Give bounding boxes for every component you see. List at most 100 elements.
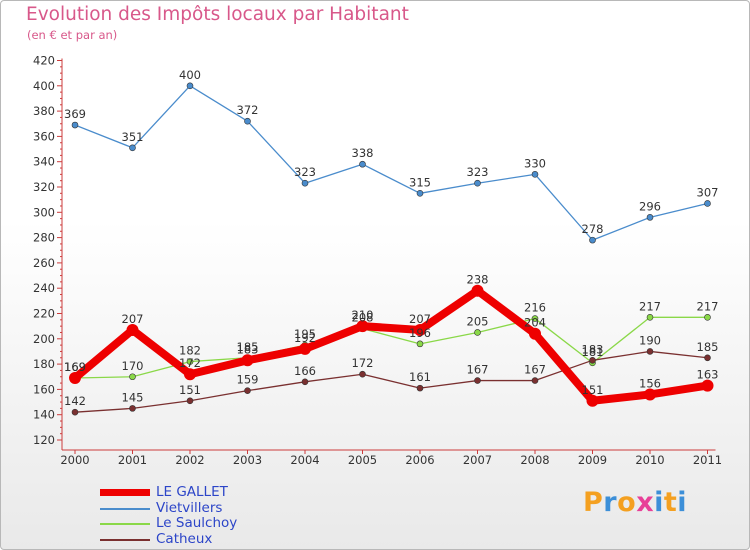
data-point-le-gallet xyxy=(184,368,196,381)
data-label-le-gallet: 183 xyxy=(237,342,259,356)
y-tick-label: 200 xyxy=(33,332,55,346)
data-label-catheux: 159 xyxy=(237,373,259,387)
legend-label: LE GALLET xyxy=(156,484,228,500)
data-point-le-gallet xyxy=(644,388,656,401)
data-point-catheux xyxy=(416,384,424,392)
x-tick-label: 2010 xyxy=(635,453,664,467)
data-point-vietvillers xyxy=(359,160,366,168)
axes: 120 140 160 180 200 220 240 260 280 300 320 340 360 3… xyxy=(33,54,722,468)
data-point-vietvillers xyxy=(474,179,481,187)
data-label-le-gallet: 210 xyxy=(352,308,374,322)
y-tick-label: 340 xyxy=(33,155,55,169)
series-line-le-gallet xyxy=(71,286,712,405)
data-point-vietvillers xyxy=(71,121,79,129)
data-label-vietvillers: 315 xyxy=(409,175,431,189)
y-tick-label: 160 xyxy=(33,382,55,396)
data-label-le-saulchoy: 195 xyxy=(294,327,316,341)
data-label-le-saulchoy: 196 xyxy=(409,326,431,340)
y-tick-label: 280 xyxy=(33,231,55,245)
data-label-le-gallet: 163 xyxy=(697,368,719,382)
data-label-le-gallet: 238 xyxy=(467,273,489,287)
data-point-le-gallet xyxy=(299,342,311,355)
y-tick-label: 240 xyxy=(33,281,55,295)
legend-label: Catheux xyxy=(156,530,213,547)
x-tick-label: 2006 xyxy=(405,453,434,467)
data-label-le-saulchoy: 217 xyxy=(639,299,661,313)
data-point-le-gallet xyxy=(356,320,369,333)
y-tick-label: 120 xyxy=(33,433,55,447)
y-tick-label: 380 xyxy=(33,104,55,118)
data-point-le-gallet xyxy=(126,323,139,336)
y-tick-label: 180 xyxy=(33,357,55,371)
data-point-vietvillers xyxy=(244,117,251,125)
data-point-le-gallet xyxy=(69,372,81,385)
data-point-le-gallet xyxy=(414,323,426,336)
data-label-vietvillers: 372 xyxy=(237,103,259,117)
data-point-catheux xyxy=(359,370,366,378)
data-label-catheux: 161 xyxy=(409,370,431,384)
data-point-le-saulchoy xyxy=(704,313,711,321)
data-label-catheux: 151 xyxy=(179,383,201,397)
y-tick-label: 300 xyxy=(33,205,55,219)
legend-label: Vietvillers xyxy=(156,499,223,516)
data-point-catheux xyxy=(704,354,711,362)
data-point-le-saulchoy xyxy=(531,315,539,322)
x-tick-label: 2007 xyxy=(463,453,492,467)
data-label-le-gallet: 204 xyxy=(524,316,546,330)
data-labels-layer: 369 351 400 372 323 338 315 323 330 278 296 307 169 1… xyxy=(64,68,718,408)
y-tick-label: 400 xyxy=(33,79,55,93)
data-point-vietvillers xyxy=(186,82,194,90)
data-label-vietvillers: 330 xyxy=(524,156,546,170)
proxiti-logo: Proxiti xyxy=(583,487,688,518)
x-tick-label: 2003 xyxy=(233,453,262,467)
chart-title: Evolution des Impôts locaux par Habitant xyxy=(26,4,409,25)
x-tick-label: 2001 xyxy=(118,453,147,467)
x-tick-label: 2002 xyxy=(175,453,204,467)
x-tick-label: 2004 xyxy=(290,453,319,467)
y-tick-label: 140 xyxy=(33,408,55,422)
data-label-vietvillers: 400 xyxy=(179,68,201,82)
series-line-vietvillers xyxy=(74,85,709,241)
data-label-le-saulchoy: 217 xyxy=(697,299,719,313)
data-point-le-gallet xyxy=(701,379,714,392)
data-label-catheux: 185 xyxy=(697,340,719,354)
data-point-vietvillers xyxy=(704,200,711,207)
data-point-catheux xyxy=(186,397,194,405)
data-label-le-saulchoy: 205 xyxy=(467,314,489,328)
data-label-catheux: 145 xyxy=(122,390,144,404)
data-point-vietvillers xyxy=(129,144,136,152)
data-label-le-saulchoy: 216 xyxy=(524,301,546,315)
data-label-vietvillers: 323 xyxy=(294,165,316,179)
y-tick-label: 420 xyxy=(33,54,55,68)
data-label-catheux: 166 xyxy=(294,364,316,378)
data-label-catheux: 183 xyxy=(582,342,604,356)
chart-subtitle: (en € et par an) xyxy=(27,28,118,42)
x-tick-label: 2009 xyxy=(578,453,607,467)
data-label-le-gallet: 169 xyxy=(64,360,86,374)
data-label-catheux: 167 xyxy=(467,363,489,377)
data-label-catheux: 190 xyxy=(639,333,661,347)
data-point-le-gallet xyxy=(471,284,484,297)
data-point-catheux xyxy=(129,405,136,412)
y-tick-label: 220 xyxy=(33,307,55,321)
data-point-vietvillers xyxy=(589,236,596,244)
x-tick-label: 2000 xyxy=(60,453,89,467)
data-point-le-saulchoy xyxy=(474,329,481,336)
data-point-le-gallet xyxy=(529,327,541,340)
data-label-le-saulchoy: 208 xyxy=(352,311,374,325)
data-label-vietvillers: 278 xyxy=(582,222,604,236)
series-layer xyxy=(69,82,714,416)
data-point-le-saulchoy xyxy=(416,340,424,348)
legend-label: Le Saulchoy xyxy=(156,515,238,531)
data-label-vietvillers: 369 xyxy=(64,107,86,121)
data-label-le-gallet: 207 xyxy=(122,312,144,326)
data-point-catheux xyxy=(71,408,79,416)
data-point-catheux xyxy=(474,377,481,384)
data-point-vietvillers xyxy=(646,214,654,221)
data-label-vietvillers: 307 xyxy=(697,185,719,199)
data-point-le-gallet xyxy=(586,394,599,407)
data-label-catheux: 167 xyxy=(524,363,546,377)
data-label-vietvillers: 296 xyxy=(639,199,661,213)
